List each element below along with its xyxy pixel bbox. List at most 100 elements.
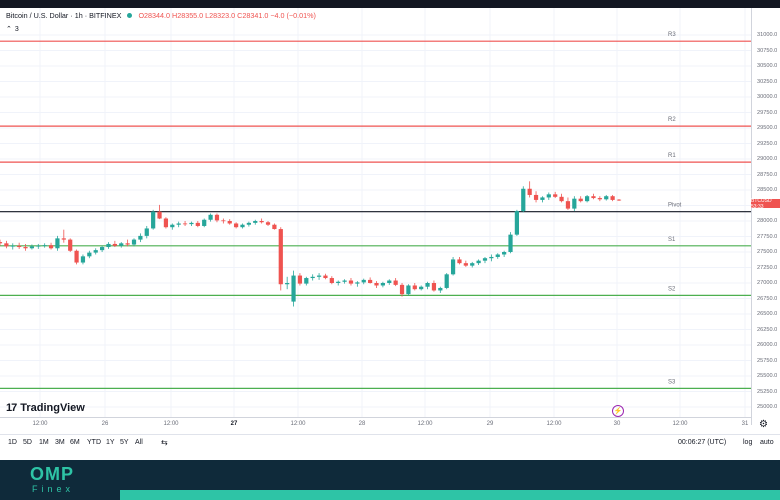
pivot-levels: R3 R2 R1 Pivot S1 S2 S3	[0, 32, 751, 389]
candle-body	[329, 278, 334, 283]
time-label: 12:00	[163, 421, 179, 427]
chart-pane[interactable]	[0, 8, 780, 460]
price-label: 27750.0	[757, 233, 778, 240]
candle-body	[533, 194, 539, 200]
candle-body	[419, 286, 424, 290]
bottom-toolbar: 1D 5D 1M 3M 6M YTD 1Y 5Y All ⇆ 00:06:27 …	[0, 434, 780, 451]
candle-body	[457, 259, 462, 264]
candle	[502, 250, 507, 257]
range-button-1m[interactable]: 1M	[39, 439, 49, 446]
chart-canvas[interactable]: R3 R2 R1 Pivot S1 S2 S3	[0, 8, 751, 425]
price-label: 30750.0	[757, 47, 778, 54]
candle-body	[163, 218, 169, 228]
candle-body	[240, 224, 245, 228]
candle-body	[323, 275, 328, 279]
candle	[297, 273, 303, 286]
candle-body	[438, 287, 443, 291]
candle	[553, 191, 558, 199]
time-label: 12:00	[546, 421, 562, 427]
candle	[214, 213, 220, 223]
range-button-ytd[interactable]: YTD	[87, 439, 101, 446]
time-label: 29	[486, 421, 494, 427]
tradingview-logo-text: TradingView	[20, 402, 85, 414]
candle-body	[48, 245, 54, 249]
range-button-all[interactable]: All	[135, 439, 143, 446]
range-button-3m[interactable]: 3M	[55, 439, 65, 446]
candle	[93, 248, 98, 255]
symbol-legend[interactable]: Bitcoin / U.S. Dollar · 1h · BITFINEX O2…	[6, 11, 316, 20]
candle	[463, 260, 468, 267]
candle-body	[470, 263, 475, 266]
utc-clock[interactable]: 00:06:27 (UTC)	[678, 439, 727, 446]
time-label: 30	[613, 421, 621, 427]
pivot-label-s2: S2	[668, 286, 676, 292]
price-label: 29750.0	[757, 109, 778, 116]
price-label: 31000.0	[757, 32, 778, 38]
candle	[406, 284, 411, 296]
range-button-5y[interactable]: 5Y	[120, 439, 129, 446]
calendar-range-icon[interactable]: ⇆	[161, 438, 168, 447]
candle	[578, 196, 583, 203]
candle	[316, 273, 322, 280]
range-button-1y[interactable]: 1Y	[106, 439, 115, 446]
candle	[55, 235, 60, 251]
candle	[342, 279, 347, 284]
candle-body	[444, 274, 449, 288]
range-button-6m[interactable]: 6M	[70, 439, 80, 446]
candle	[584, 194, 590, 203]
lightning-icon[interactable]: ⚡	[612, 405, 624, 417]
candle	[374, 281, 379, 288]
candle	[604, 194, 609, 201]
pivot-label-r2: R2	[668, 117, 676, 123]
tradingview-mark-icon: 17	[6, 402, 17, 414]
candle-body	[514, 211, 520, 235]
candle	[412, 283, 417, 291]
indicator-count: 3	[14, 25, 19, 33]
candle-body	[489, 256, 494, 259]
candle-body	[253, 221, 258, 223]
candle-body	[259, 221, 264, 223]
range-button-5d[interactable]: 5D	[23, 439, 32, 446]
indicators-toggle[interactable]: ⌃ 3	[6, 25, 19, 34]
price-label: 25500.0	[757, 373, 778, 379]
candle-body	[221, 220, 226, 222]
pivot-label-r1: R1	[668, 153, 676, 159]
candle	[514, 209, 520, 236]
log-scale-button[interactable]: log	[743, 439, 753, 446]
candle-body	[406, 285, 411, 295]
candle	[348, 278, 354, 286]
range-button-1d[interactable]: 1D	[8, 439, 17, 446]
price-label: 28500.0	[757, 187, 778, 193]
candle-body	[157, 211, 162, 219]
price-label: 27000.0	[757, 280, 778, 286]
candle-body	[29, 246, 35, 249]
footer-banner: OMP Finex	[0, 460, 780, 500]
candle-body	[374, 283, 379, 286]
time-axis[interactable]: 12:00 26 12:00 27 12:00 28 12:00 29 12:00 30 12:00…	[0, 417, 751, 432]
candle-body	[508, 234, 513, 252]
price-label: 25250.0	[757, 388, 778, 395]
tradingview-logo[interactable]: 17 TradingView	[6, 402, 85, 414]
candle	[565, 197, 571, 210]
time-label: 28	[358, 421, 366, 427]
candle	[36, 243, 41, 249]
candle-body	[316, 275, 322, 277]
candle	[278, 227, 283, 291]
price-label: 25750.0	[757, 357, 778, 364]
candle-body	[74, 250, 79, 263]
gear-icon[interactable]: ⚙	[759, 419, 768, 430]
auto-scale-button[interactable]: auto	[760, 439, 774, 446]
candle-body	[151, 211, 156, 229]
price-label: 27250.0	[757, 264, 778, 271]
candle	[610, 194, 615, 202]
candle-body	[42, 245, 47, 246]
candle	[616, 198, 622, 201]
candle-body	[387, 280, 392, 283]
time-label: 12:00	[290, 421, 306, 427]
candle	[336, 280, 341, 286]
candle-body	[291, 275, 296, 302]
symbol-title[interactable]: Bitcoin / U.S. Dollar · 1h · BITFINEX	[6, 11, 122, 20]
price-axis[interactable]: 31000.0 30750.0 30500.0 30250.0 30000.0 29750…	[751, 8, 780, 425]
candle	[431, 280, 437, 292]
candle	[119, 242, 124, 248]
